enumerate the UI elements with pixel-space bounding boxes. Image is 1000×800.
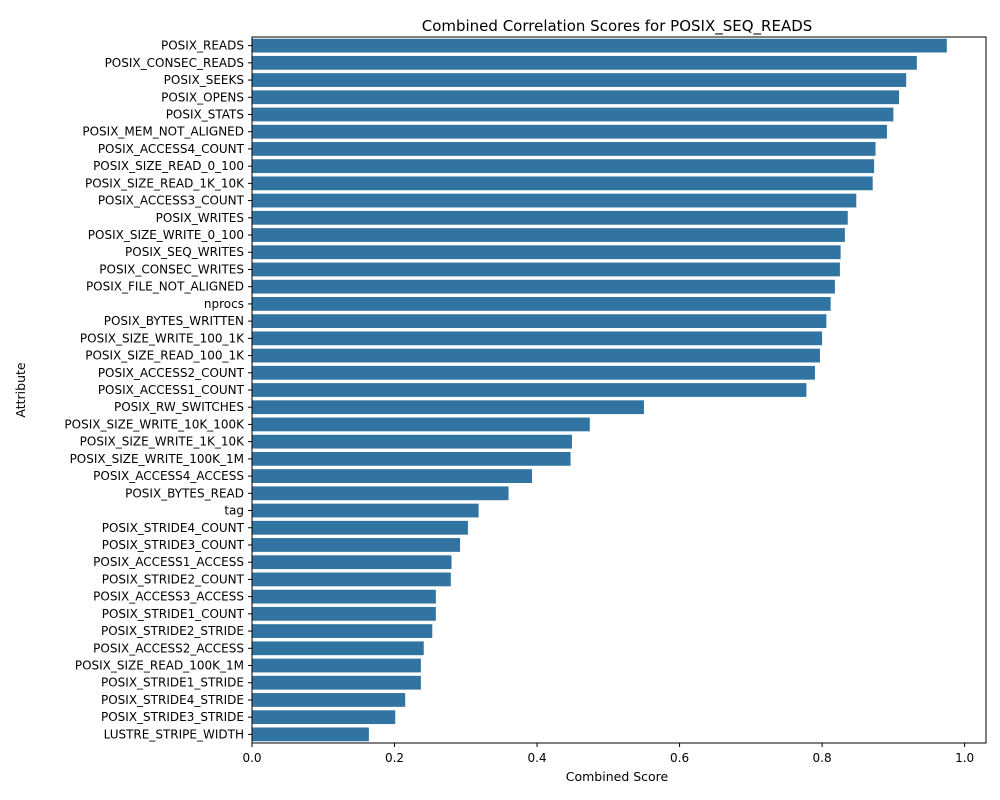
- x-axis-label: Combined Score: [566, 769, 669, 784]
- x-axis-ticks: 0.0 0.2 0.4 0.6 0.8 1.0: [242, 743, 974, 765]
- bar: [252, 589, 436, 604]
- y-tick-label: POSIX_STRIDE2_STRIDE: [101, 624, 244, 638]
- bar: [252, 176, 873, 191]
- y-tick-label: POSIX_SIZE_WRITE_100K_1M: [70, 452, 244, 466]
- y-tick-label: POSIX_WRITES: [156, 211, 244, 225]
- bar: [252, 727, 369, 742]
- x-tick-label: 0.8: [813, 751, 832, 765]
- bar: [252, 469, 533, 483]
- bar: [252, 279, 835, 294]
- bar: [252, 193, 857, 208]
- bar: [252, 90, 900, 105]
- y-tick-label: POSIX_SIZE_WRITE_10K_100K: [64, 417, 245, 431]
- plot-frame: [251, 36, 987, 744]
- bar: [252, 572, 451, 587]
- bar: [252, 417, 590, 432]
- bar: [252, 658, 421, 673]
- y-tick-label: POSIX_MEM_NOT_ALIGNED: [82, 125, 244, 139]
- x-tick-label: 0.2: [385, 751, 404, 765]
- bar: [252, 142, 876, 156]
- y-tick-label: tag: [224, 504, 244, 518]
- y-tick-label: POSIX_SIZE_WRITE_1K_10K: [80, 435, 245, 449]
- y-tick-label: POSIX_SEEKS: [164, 73, 244, 87]
- bar: [252, 297, 831, 311]
- bar: [252, 486, 509, 501]
- bar: [252, 383, 807, 397]
- y-tick-label: POSIX_STRIDE2_COUNT: [102, 572, 245, 586]
- y-tick-label: nprocs: [204, 297, 244, 311]
- y-tick-label: POSIX_ACCESS1_COUNT: [98, 383, 245, 397]
- y-tick-label: POSIX_STRIDE3_COUNT: [102, 538, 245, 552]
- y-tick-label: POSIX_STRIDE1_STRIDE: [101, 676, 244, 690]
- y-tick-label: POSIX_ACCESS2_ACCESS: [93, 641, 244, 655]
- y-axis-ticks: POSIX_READS POSIX_CONSEC_READS POSIX_SEEKS…: [64, 39, 252, 741]
- y-tick-label: POSIX_ACCESS3_COUNT: [98, 194, 245, 208]
- bar: [252, 641, 424, 656]
- bar: [252, 624, 433, 638]
- bar: [252, 348, 820, 363]
- bar: [252, 331, 823, 346]
- y-tick-label: POSIX_FILE_NOT_ALIGNED: [86, 280, 244, 294]
- y-tick-label: POSIX_CONSEC_READS: [105, 56, 244, 70]
- chart-title: Combined Correlation Scores for POSIX_SE…: [422, 17, 813, 36]
- y-axis-label: Attribute: [13, 362, 28, 418]
- bar: [252, 710, 396, 725]
- y-tick-label: POSIX_ACCESS1_ACCESS: [93, 555, 244, 569]
- bar: [252, 400, 644, 415]
- bar: [252, 245, 841, 260]
- bar: [252, 38, 947, 53]
- bar: [252, 555, 452, 570]
- bar: [252, 159, 875, 174]
- y-tick-label: LUSTRE_STRIPE_WIDTH: [104, 727, 244, 741]
- bar: [252, 365, 815, 380]
- y-tick-label: POSIX_ACCESS4_COUNT: [98, 142, 245, 156]
- y-tick-label: POSIX_OPENS: [161, 90, 244, 104]
- bar: [252, 503, 479, 518]
- y-tick-label: POSIX_BYTES_READ: [125, 486, 244, 500]
- y-tick-label: POSIX_STATS: [166, 107, 244, 121]
- y-tick-label: POSIX_RW_SWITCHES: [114, 400, 244, 414]
- y-tick-label: POSIX_STRIDE1_COUNT: [102, 607, 245, 621]
- bar: [252, 451, 571, 466]
- y-tick-label: POSIX_CONSEC_WRITES: [99, 262, 244, 276]
- y-tick-label: POSIX_SIZE_READ_1K_10K: [85, 176, 245, 190]
- bar: [252, 55, 917, 70]
- y-tick-label: POSIX_SIZE_WRITE_100_1K: [80, 331, 245, 345]
- y-tick-label: POSIX_ACCESS4_ACCESS: [93, 469, 244, 483]
- x-tick-label: 0.0: [242, 751, 261, 765]
- y-tick-label: POSIX_READS: [161, 39, 244, 53]
- bar: [252, 210, 848, 225]
- bar: [252, 228, 845, 242]
- bar: [252, 434, 572, 449]
- bar: [252, 538, 461, 552]
- y-tick-label: POSIX_STRIDE4_COUNT: [102, 521, 245, 535]
- bar: [252, 693, 406, 707]
- x-tick-label: 0.6: [670, 751, 689, 765]
- y-tick-label: POSIX_SIZE_WRITE_0_100: [88, 228, 244, 242]
- y-tick-label: POSIX_SIZE_READ_100_1K: [85, 349, 245, 363]
- y-tick-label: POSIX_STRIDE4_STRIDE: [101, 693, 244, 707]
- y-tick-label: POSIX_BYTES_WRITTEN: [104, 314, 244, 328]
- y-tick-label: POSIX_SIZE_READ_100K_1M: [75, 659, 244, 673]
- bar: [252, 73, 907, 87]
- y-tick-label: POSIX_ACCESS3_ACCESS: [93, 590, 244, 604]
- bar: [252, 107, 894, 122]
- y-tick-label: POSIX_STRIDE3_STRIDE: [101, 710, 244, 724]
- bar: [252, 675, 421, 690]
- bar: [252, 262, 840, 277]
- y-tick-label: POSIX_ACCESS2_COUNT: [98, 366, 245, 380]
- bar: [252, 314, 827, 329]
- bar: [252, 606, 436, 621]
- bars-group: [252, 38, 947, 742]
- bar: [252, 520, 468, 535]
- x-tick-label: 0.4: [528, 751, 547, 765]
- y-tick-label: POSIX_SIZE_READ_0_100: [93, 159, 244, 173]
- bar: [252, 124, 887, 139]
- x-tick-label: 1.0: [955, 751, 974, 765]
- y-tick-label: POSIX_SEQ_WRITES: [125, 245, 244, 259]
